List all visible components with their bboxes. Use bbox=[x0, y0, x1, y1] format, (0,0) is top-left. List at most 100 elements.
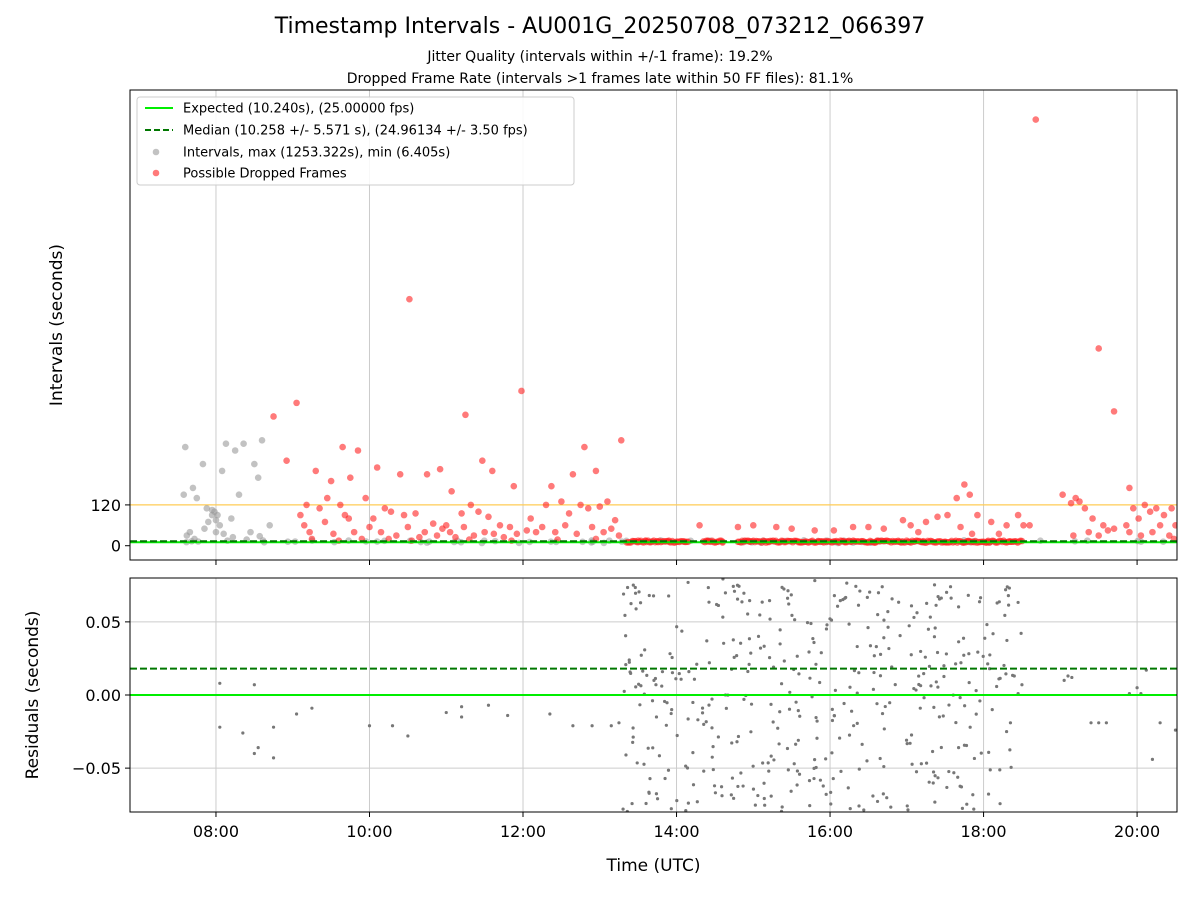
residual-point bbox=[876, 591, 881, 595]
residual-point bbox=[691, 751, 695, 755]
residual-point bbox=[639, 684, 643, 688]
dropped-frame-point bbox=[1129, 505, 1137, 512]
dropped-frame-point bbox=[1110, 408, 1118, 415]
residual-point bbox=[933, 800, 937, 804]
residual-point bbox=[707, 703, 711, 707]
residual-point bbox=[880, 711, 885, 716]
residual-point bbox=[857, 804, 861, 808]
dropped-frame-point bbox=[462, 411, 469, 419]
residual-point bbox=[218, 725, 222, 729]
residual-point bbox=[927, 780, 931, 784]
residual-point bbox=[794, 700, 798, 704]
residual-point bbox=[882, 727, 886, 731]
residual-point bbox=[909, 653, 913, 657]
interval-point bbox=[235, 491, 243, 499]
residual-point bbox=[815, 736, 819, 740]
residual-point bbox=[637, 590, 641, 594]
dropped-frame-point bbox=[527, 515, 534, 522]
residual-point bbox=[865, 595, 869, 599]
residual-point bbox=[848, 685, 852, 689]
residual-point bbox=[648, 777, 652, 781]
residual-point bbox=[795, 783, 799, 787]
residual-point bbox=[758, 613, 762, 617]
residual-point bbox=[961, 636, 966, 640]
residual-point bbox=[795, 769, 800, 773]
dropped-frame-point bbox=[573, 530, 581, 538]
residual-point bbox=[710, 755, 714, 759]
residual-point bbox=[979, 751, 983, 755]
residual-point bbox=[631, 726, 635, 730]
residual-point bbox=[945, 785, 949, 790]
residual-point bbox=[684, 809, 688, 812]
dropped-frame-point bbox=[880, 525, 888, 533]
dropped-frame-point bbox=[1126, 484, 1133, 492]
residual-point bbox=[932, 705, 936, 709]
residual-point bbox=[954, 662, 958, 666]
residual-point bbox=[914, 770, 919, 774]
residual-point bbox=[1002, 663, 1006, 668]
interval-point bbox=[229, 533, 237, 541]
residual-point bbox=[651, 746, 655, 750]
residual-point bbox=[779, 809, 784, 812]
residual-point bbox=[939, 745, 943, 750]
residual-point bbox=[623, 613, 627, 617]
residual-point bbox=[641, 669, 645, 673]
dropped-frame-point bbox=[565, 510, 573, 517]
dropped-frame-point bbox=[479, 457, 486, 464]
dropped-frame-point bbox=[830, 527, 838, 534]
legend-box bbox=[136, 96, 575, 186]
residual-point bbox=[978, 699, 982, 703]
dropped-frame-point bbox=[811, 527, 818, 534]
residual-point bbox=[947, 769, 951, 774]
residual-point bbox=[830, 707, 834, 711]
dropped-frame-point bbox=[542, 501, 550, 509]
residual-point bbox=[824, 792, 828, 796]
residual-point bbox=[942, 664, 946, 668]
residual-point bbox=[929, 684, 933, 688]
residual-point bbox=[952, 771, 956, 775]
residual-point bbox=[732, 796, 736, 800]
dropped-frame-point bbox=[1137, 532, 1145, 539]
dropped-frame-point bbox=[518, 387, 525, 395]
residual-point bbox=[959, 661, 963, 665]
residual-point bbox=[995, 684, 999, 689]
residual-point bbox=[875, 799, 880, 804]
residual-point bbox=[1011, 673, 1015, 677]
residual-point bbox=[1004, 729, 1009, 734]
dropped-frame-rate-subtitle: Dropped Frame Rate (intervals >1 frames … bbox=[346, 71, 854, 87]
residual-point bbox=[974, 689, 978, 693]
residual-point bbox=[779, 682, 784, 686]
residual-point bbox=[935, 650, 940, 655]
residual-point bbox=[637, 682, 641, 686]
residual-point bbox=[777, 742, 781, 746]
interval-point bbox=[189, 484, 197, 492]
dropped-frame-point bbox=[957, 523, 964, 531]
dropped-frame-point bbox=[1095, 532, 1103, 539]
residual-point bbox=[769, 754, 773, 758]
residual-point bbox=[241, 731, 245, 735]
residual-point bbox=[825, 623, 829, 627]
residual-point bbox=[963, 704, 967, 708]
residual-point bbox=[652, 678, 656, 682]
y-tick-label: 0.05 bbox=[85, 613, 121, 632]
residual-point bbox=[809, 621, 813, 626]
residual-point bbox=[882, 618, 886, 622]
dropped-frame-point bbox=[446, 528, 454, 536]
dropped-frame-point bbox=[306, 528, 313, 536]
residual-point bbox=[762, 781, 766, 785]
residual-point bbox=[933, 626, 937, 630]
residual-point bbox=[958, 784, 962, 788]
residual-point bbox=[858, 589, 862, 593]
dropped-frame-point bbox=[561, 522, 569, 529]
residual-point bbox=[939, 596, 943, 600]
residual-point bbox=[702, 722, 706, 726]
residual-point bbox=[797, 772, 802, 776]
legend-entry: Median (10.258 +/- 5.571 s), (24.96134 +… bbox=[183, 124, 528, 139]
residual-point bbox=[780, 585, 784, 590]
residual-point bbox=[785, 746, 790, 751]
residual-point bbox=[936, 685, 940, 689]
residual-point bbox=[786, 589, 790, 593]
dropped-frame-point bbox=[953, 494, 961, 502]
legend: Expected (10.240s), (25.00000 fps) Median… bbox=[136, 96, 575, 186]
residual-point bbox=[985, 622, 989, 627]
